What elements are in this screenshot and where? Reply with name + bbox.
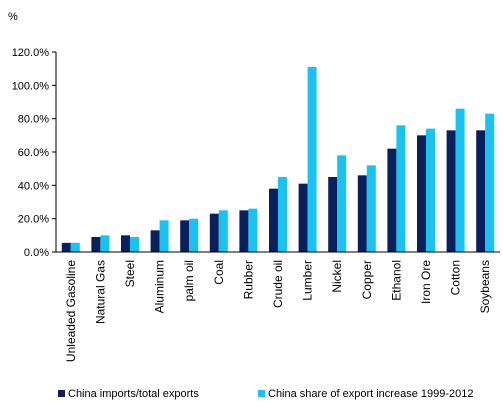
y-tick-label: 100.0%: [12, 80, 50, 92]
bar-imports-12: [417, 135, 426, 252]
bar-imports-2: [121, 235, 130, 252]
bar-share-9: [337, 155, 347, 252]
bar-imports-8: [298, 183, 308, 252]
bar-share-4: [189, 218, 199, 252]
x-category-label: Ethanol: [389, 260, 403, 301]
bar-imports-13: [446, 130, 456, 252]
bar-share-14: [485, 113, 495, 253]
bar-imports-0: [61, 242, 71, 252]
bar-imports-7: [269, 188, 278, 252]
bar-imports-14: [476, 130, 486, 252]
bar-imports-10: [357, 175, 367, 252]
bar-imports-4: [180, 220, 190, 252]
x-category-label: Rubber: [241, 260, 255, 299]
x-category-label: Aluminum: [153, 260, 167, 313]
x-category-label: Nickel: [330, 260, 344, 293]
bar-share-0: [70, 242, 80, 252]
bar-imports-5: [209, 213, 219, 252]
x-category-label: Copper: [360, 260, 374, 299]
y-tick-label: 60.0%: [18, 147, 49, 159]
legend: China imports/total exports China share o…: [58, 388, 473, 400]
y-unit-label: %: [8, 11, 18, 23]
legend-swatch: [258, 390, 265, 397]
y-axis: 0.0% 20.0% 40.0% 60.0% 80.0% 100.0% 120.0%: [12, 47, 57, 259]
bar-share-6: [248, 208, 258, 252]
bar-share-12: [426, 128, 435, 252]
bar-imports-1: [91, 237, 101, 252]
bar-share-7: [278, 177, 287, 252]
legend-label: China imports/total exports: [68, 388, 199, 400]
x-category-label: palm oil: [182, 260, 196, 301]
x-category-label: Unleaded Gasoline: [64, 260, 78, 362]
bar-share-3: [159, 220, 169, 252]
x-category-label: Iron Ore: [419, 260, 433, 304]
x-category-label: Soybeans: [478, 260, 492, 313]
bar-share-13: [455, 108, 465, 253]
y-tick-label: 80.0%: [18, 114, 49, 126]
bar-imports-6: [239, 210, 249, 252]
x-category-label: Steel: [123, 260, 137, 287]
legend-label: China share of export increase 1999-2012: [268, 388, 473, 400]
bar-imports-9: [328, 177, 338, 252]
bar-share-11: [396, 125, 406, 252]
y-tick-label: 20.0%: [18, 214, 49, 226]
x-category-label: Crude oil: [271, 260, 285, 308]
bar-imports-11: [387, 148, 397, 252]
bar-share-8: [307, 67, 317, 252]
bar-share-2: [130, 237, 139, 252]
x-category-label: Coal: [212, 260, 226, 285]
y-tick-label: 40.0%: [18, 180, 49, 192]
y-tick-label: 120.0%: [12, 47, 50, 59]
bars: [61, 67, 495, 253]
x-category-label: Natural Gas: [93, 260, 107, 324]
x-axis: Unleaded Gasoline Natural Gas Steel Aluminu…: [56, 251, 500, 362]
legend-swatch: [58, 390, 65, 397]
bar-share-5: [218, 210, 228, 252]
x-category-label: Lumber: [301, 260, 315, 301]
bar-imports-3: [150, 230, 160, 252]
bar-share-1: [100, 235, 110, 252]
x-category-label: Cotton: [449, 260, 463, 295]
y-tick-label: 0.0%: [24, 247, 49, 259]
bar-share-10: [366, 165, 376, 252]
